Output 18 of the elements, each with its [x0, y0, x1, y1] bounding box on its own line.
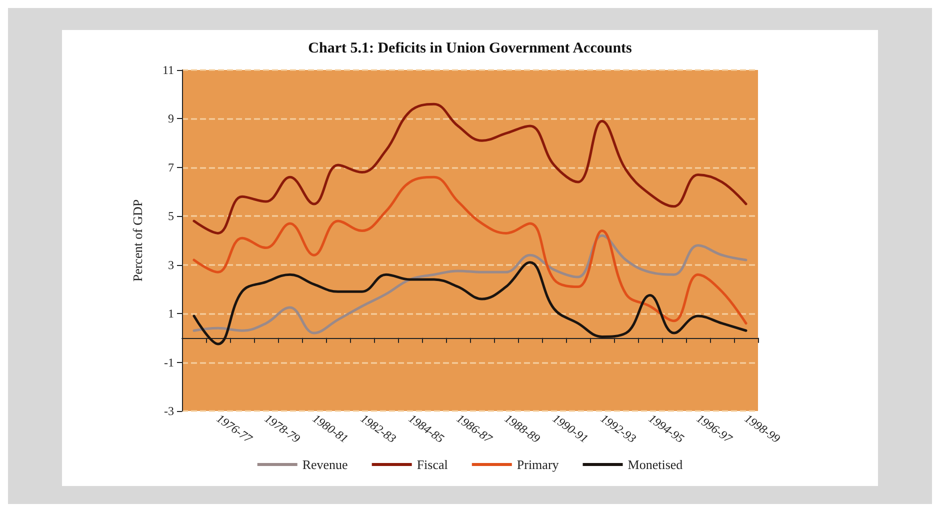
- y-tick-label: 3: [168, 258, 174, 272]
- y-axis-title: Percent of GDP: [130, 199, 145, 282]
- y-tick-label: 11: [162, 63, 174, 77]
- y-tick-label: 5: [168, 209, 174, 224]
- legend-label: Revenue: [302, 457, 348, 472]
- line-series: [192, 261, 748, 346]
- y-tick-label: -1: [164, 355, 174, 370]
- line-series: [192, 102, 748, 234]
- y-tick-label: 9: [168, 112, 174, 126]
- legend-label: Monetised: [628, 457, 684, 472]
- y-tick-label: 1: [168, 306, 174, 321]
- line-series: [192, 176, 748, 325]
- y-tick-label: -3: [164, 404, 174, 418]
- legend-label: Fiscal: [416, 457, 448, 472]
- y-tick-label: 7: [168, 160, 174, 174]
- chart-title: Chart 5.1: Deficits in Union Government Accounts: [308, 40, 632, 56]
- legend-label: Primary: [516, 457, 560, 472]
- line-series: [192, 234, 748, 334]
